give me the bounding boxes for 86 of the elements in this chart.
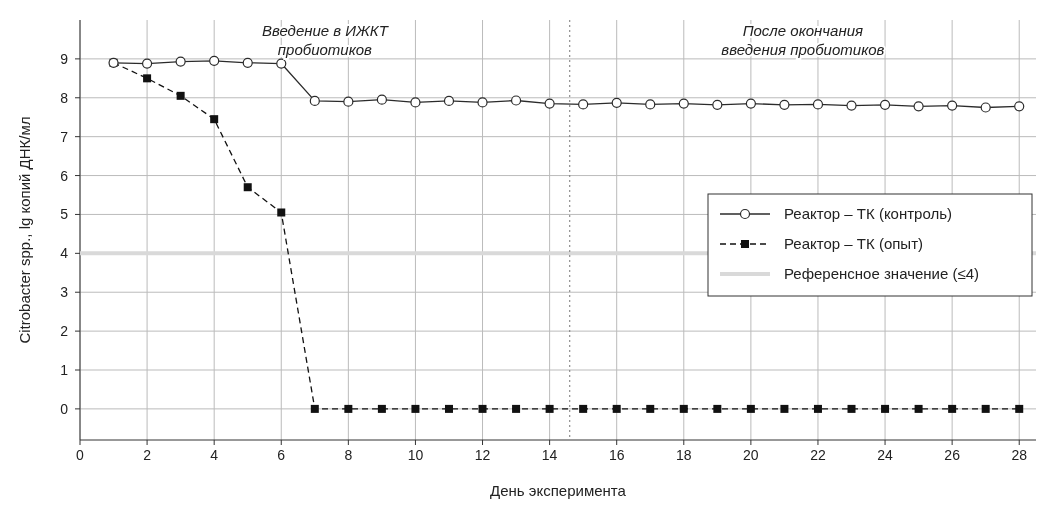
annotation: После окончания введения пробиотиков — [721, 22, 885, 58]
point — [344, 404, 353, 413]
x-tick-label: 14 — [541, 447, 558, 463]
x-tick-label: 26 — [944, 447, 961, 463]
point — [879, 99, 891, 110]
x-tick-label: 10 — [407, 447, 424, 463]
point — [242, 57, 253, 68]
x-tick-label: 20 — [743, 447, 759, 463]
y-tick-label: 4 — [60, 245, 69, 262]
point — [377, 404, 386, 413]
y-tick-label: 5 — [60, 206, 69, 223]
point — [881, 404, 890, 413]
point — [310, 404, 319, 413]
point — [846, 100, 857, 111]
x-tick-label: 22 — [810, 447, 826, 463]
point — [780, 404, 789, 413]
point — [276, 58, 287, 69]
point — [210, 115, 219, 124]
point — [1014, 101, 1025, 112]
point — [948, 404, 957, 413]
point — [141, 58, 153, 69]
x-tick-label: 24 — [877, 447, 894, 463]
point — [713, 404, 722, 413]
point — [410, 97, 421, 108]
x-tick-label: 0 — [76, 447, 85, 463]
x-tick-label: 28 — [1011, 447, 1028, 463]
y-tick-label: 1 — [60, 362, 69, 378]
point — [813, 404, 822, 413]
point — [645, 99, 656, 110]
x-tick-label: 6 — [277, 447, 286, 463]
point — [980, 102, 991, 113]
x-tick-label: 4 — [210, 447, 219, 463]
point — [847, 404, 856, 413]
point — [510, 95, 522, 106]
point — [812, 99, 824, 110]
annotation: Введение в ИЖКТ пробиотиков — [261, 22, 390, 58]
point — [914, 404, 923, 413]
point — [578, 99, 589, 110]
point — [477, 97, 488, 108]
y-axis-title: Citrobacter spp., lg копий ДНК/мл — [16, 116, 33, 344]
point — [612, 404, 621, 413]
point — [646, 404, 655, 413]
point — [343, 96, 354, 107]
y-tick-label: 6 — [60, 167, 69, 184]
point — [376, 94, 387, 105]
x-tick-label: 16 — [608, 447, 625, 463]
y-tick-label: 2 — [60, 323, 69, 340]
point — [175, 56, 186, 67]
point — [947, 100, 958, 111]
point — [1015, 404, 1024, 413]
x-tick-label: 2 — [143, 447, 152, 463]
x-tick-label: 18 — [676, 447, 692, 463]
point — [712, 99, 723, 110]
legend-label: Реактор – ТК (контроль) — [784, 205, 953, 222]
x-tick-label: 8 — [344, 447, 353, 463]
point — [678, 98, 689, 109]
point — [679, 404, 688, 413]
point — [913, 101, 924, 112]
point — [309, 95, 320, 106]
y-tick-label: 7 — [60, 128, 69, 145]
point — [579, 404, 588, 413]
point — [444, 404, 453, 413]
point — [176, 91, 185, 100]
x-axis-title: День эксперимента — [490, 482, 627, 499]
point — [746, 404, 755, 413]
y-tick-label: 8 — [60, 89, 69, 106]
point — [545, 404, 554, 413]
point — [478, 404, 487, 413]
point — [443, 95, 455, 106]
point — [411, 404, 420, 413]
point — [143, 74, 152, 83]
point — [611, 97, 622, 108]
y-tick-label: 9 — [60, 50, 69, 67]
point — [745, 98, 756, 109]
y-tick-label: 3 — [60, 284, 69, 301]
point — [779, 99, 790, 110]
point — [277, 208, 286, 217]
point — [544, 98, 555, 109]
legend-label: Референсное значение (≤4) — [784, 265, 980, 282]
y-tick-label: 0 — [60, 400, 69, 417]
point — [512, 404, 521, 413]
x-tick-label: 12 — [474, 447, 491, 463]
point — [243, 183, 252, 192]
point — [981, 404, 990, 413]
point — [209, 55, 220, 66]
legend-label: Реактор – ТК (опыт) — [784, 235, 923, 252]
